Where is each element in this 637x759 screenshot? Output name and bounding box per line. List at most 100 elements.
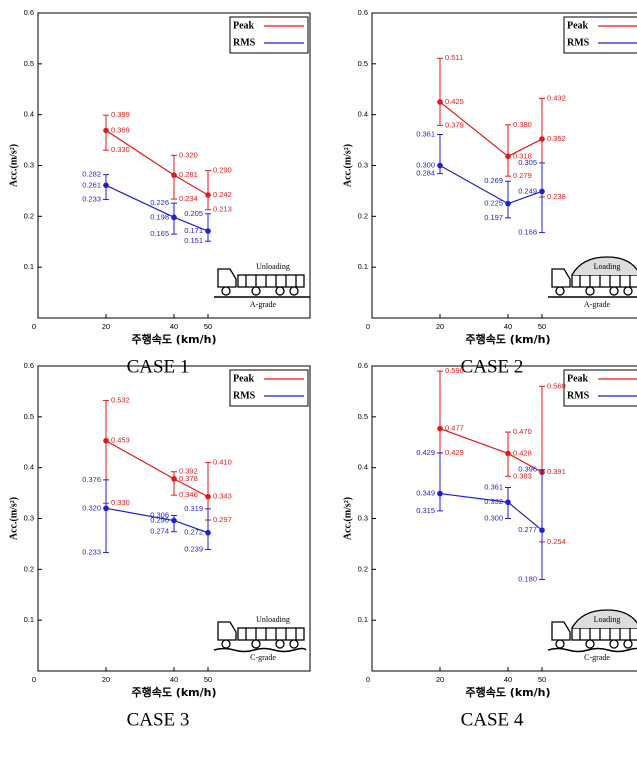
data-label: 0.233 — [82, 548, 101, 557]
data-label: 0.306 — [150, 510, 169, 519]
data-label: 0.165 — [150, 229, 169, 238]
y-tick-label: 0.3 — [24, 513, 34, 522]
wheel — [623, 286, 633, 296]
data-label: 0.171 — [184, 226, 203, 235]
legend-box — [229, 369, 309, 407]
truck-label: Loading — [594, 262, 621, 271]
legend-label: Peak — [233, 373, 255, 384]
data-label: 0.297 — [213, 515, 232, 524]
y-axis-label: Acc.(m/s²) — [342, 144, 353, 187]
y-axis-label: Acc.(m/s²) — [342, 497, 353, 540]
legend-label: RMS — [567, 37, 590, 48]
mean-point — [103, 182, 109, 189]
legend-box — [563, 16, 637, 54]
legend-box — [229, 16, 309, 54]
panel: 0.1 0.2 0.3 0.4 0.5 0.6 0 20 40 50 Acc.(m/s²) 주행속도 … — [342, 361, 637, 730]
x-tick-label: 20 — [436, 322, 444, 331]
load — [571, 256, 637, 276]
mean-point — [539, 527, 545, 533]
data-label: 0.383 — [513, 471, 532, 480]
wheel — [221, 639, 231, 649]
truck-label: Unloading — [256, 262, 290, 271]
mean-point — [103, 437, 109, 444]
mean-point — [505, 499, 511, 506]
wheel — [555, 639, 565, 649]
data-label: 0.399 — [111, 110, 130, 119]
truck-cab — [217, 621, 237, 641]
truck-icon — [217, 621, 305, 649]
truck-bed — [237, 274, 305, 288]
x-tick-label: 50 — [538, 675, 546, 684]
y-tick-label: 0.3 — [358, 160, 368, 169]
data-label: 0.380 — [513, 120, 532, 129]
data-label: 0.379 — [445, 120, 464, 129]
wheel — [221, 286, 231, 296]
data-label: 0.410 — [213, 458, 232, 467]
data-label: 0.168 — [518, 228, 537, 237]
truck-label: Loading — [594, 615, 621, 624]
mean-point — [171, 476, 177, 482]
data-label: 0.274 — [150, 527, 169, 536]
wheel — [289, 639, 299, 649]
x-axis-label: 주행속도 (km/h) — [466, 332, 551, 346]
data-label: 0.432 — [547, 93, 566, 102]
data-label: 0.249 — [518, 186, 537, 195]
data-label: 0.428 — [513, 448, 532, 457]
truck-bed — [571, 627, 637, 641]
data-label: 0.470 — [513, 427, 532, 436]
x-tick-label: 0 — [366, 675, 370, 684]
data-label: 0.233 — [82, 195, 101, 204]
data-label: 0.305 — [518, 158, 537, 167]
data-label: 0.396 — [518, 465, 537, 474]
road — [213, 647, 307, 653]
data-label: 0.282 — [82, 170, 101, 179]
data-label: 0.318 — [513, 151, 532, 160]
wheel — [275, 639, 285, 649]
wheel — [609, 286, 619, 296]
road — [547, 647, 637, 653]
wheel — [251, 286, 261, 296]
x-tick-label: 0 — [32, 675, 36, 684]
y-tick-label: 0.5 — [358, 59, 368, 68]
y-tick-label: 0.2 — [24, 211, 34, 220]
x-tick-label: 40 — [170, 675, 178, 684]
data-label: 0.234 — [179, 194, 198, 203]
road-label: C-grade — [584, 653, 610, 662]
mean-point — [505, 450, 511, 457]
caption: CASE 3 — [127, 709, 190, 730]
legend-label: RMS — [233, 37, 256, 48]
mean-point — [171, 517, 177, 524]
mean-point — [171, 172, 177, 178]
data-label: 0.277 — [518, 525, 537, 534]
data-label: 0.330 — [111, 498, 130, 507]
x-axis-label: 주행속도 (km/h) — [132, 685, 217, 699]
data-label: 0.320 — [179, 150, 198, 159]
truck-cab — [551, 621, 571, 641]
data-label: 0.429 — [416, 448, 435, 457]
series-line — [105, 129, 209, 196]
data-label: 0.205 — [184, 209, 203, 218]
data-label: 0.296 — [150, 516, 169, 525]
wheel — [585, 286, 595, 296]
y-tick-label: 0.1 — [358, 262, 368, 271]
truck-label: Unloading — [256, 615, 290, 624]
x-tick-label: 50 — [204, 675, 212, 684]
data-label: 0.429 — [445, 448, 464, 457]
legend-label: RMS — [233, 390, 256, 401]
legend-box — [563, 369, 637, 407]
y-tick-label: 0.4 — [358, 463, 368, 472]
data-label: 0.425 — [445, 97, 464, 106]
wheel — [275, 286, 285, 296]
data-label: 0.300 — [484, 513, 503, 522]
y-tick-label: 0.6 — [358, 8, 368, 17]
panel: 0.1 0.2 0.3 0.4 0.5 0.6 0 20 40 50 Acc.(m/s²) 주행속도 … — [342, 8, 637, 377]
mean-point — [437, 490, 443, 497]
legend-label: Peak — [567, 20, 589, 31]
data-label: 0.238 — [547, 192, 566, 201]
data-label: 0.332 — [484, 497, 503, 506]
truck-bed — [237, 627, 305, 641]
y-tick-label: 0.6 — [24, 8, 34, 17]
mean-point — [205, 192, 211, 198]
road-label: A-grade — [584, 300, 611, 309]
legend-label: Peak — [233, 20, 255, 31]
